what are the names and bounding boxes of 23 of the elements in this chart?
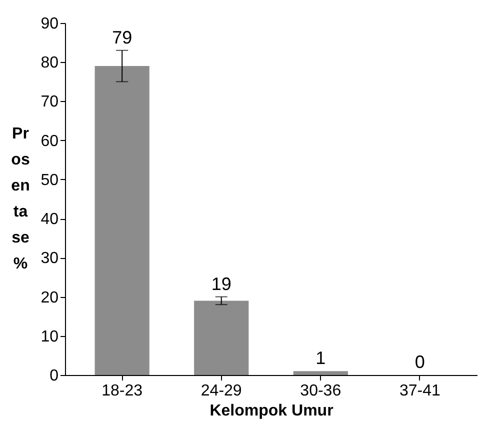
- bar: [194, 300, 249, 375]
- bar: [293, 371, 348, 375]
- y-tick-label: 10: [40, 328, 59, 346]
- x-tick-label: 30-36: [300, 382, 342, 400]
- y-tick-label: 0: [50, 368, 59, 384]
- data-label: 19: [211, 274, 232, 294]
- y-axis-title: Pr os en ta se %: [11, 126, 30, 272]
- x-tick-label: 24-29: [200, 382, 242, 400]
- y-tick-label: 40: [40, 211, 59, 228]
- x-axis-title: Kelompok Umur: [210, 402, 334, 420]
- data-label: 0: [414, 352, 425, 372]
- y-tick-label: 70: [40, 94, 59, 111]
- y-tick-label: 50: [40, 172, 59, 189]
- x-tick-label: 37-41: [399, 382, 440, 400]
- y-tick-label: 90: [40, 16, 59, 32]
- bar: [94, 66, 150, 375]
- data-label: 1: [316, 348, 326, 368]
- x-tick-label: 18-23: [102, 382, 143, 400]
- y-tick-label: 30: [40, 250, 59, 268]
- y-tick-label: 20: [40, 289, 59, 306]
- y-tick-label: 80: [40, 54, 59, 72]
- y-tick-label: 60: [40, 132, 59, 150]
- data-label: 79: [112, 27, 132, 48]
